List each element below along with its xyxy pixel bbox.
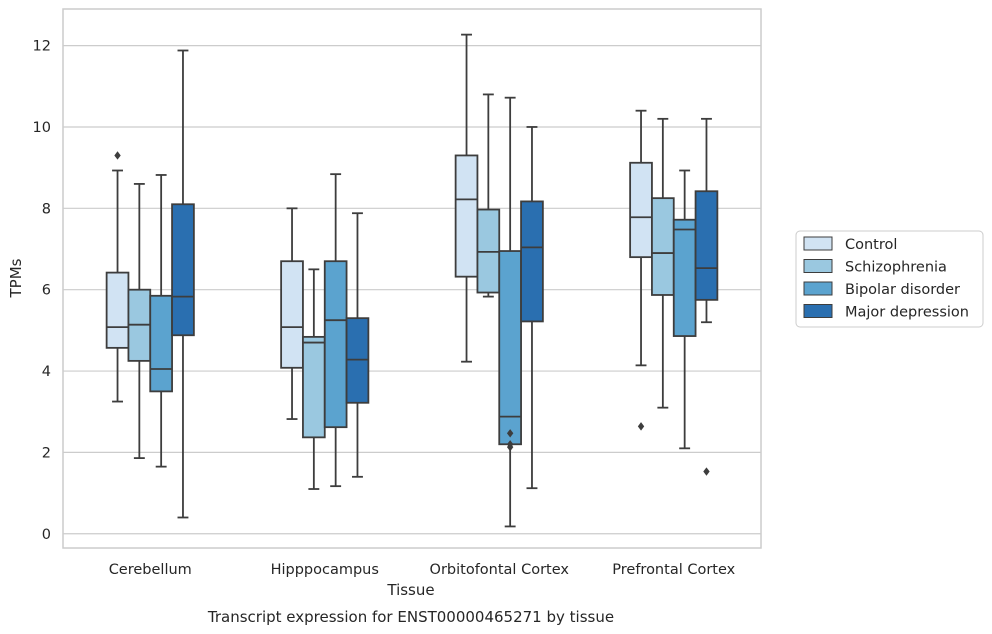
box-schizophrenia [651,117,675,409]
plot-area [105,33,719,528]
box-control [280,207,304,420]
y-tick-label: 10 [33,120,51,136]
box-iqr [672,218,697,337]
box-iqr [302,335,326,439]
y-axis-ticks: 0 2 4 6 8 10 12 [33,39,51,543]
x-tick-label: Orbitofontal Cortex [430,562,570,578]
box-major-depression [345,212,370,478]
outlier-point [506,440,514,449]
y-axis-label: TPMs [7,258,25,298]
outlier-point [506,429,514,438]
x-axis-ticks: Cerebellum Hipppocampus Orbitofontal Corte… [109,562,736,578]
outlier-point [114,151,121,160]
legend-swatch [803,236,833,251]
legend-frame [795,230,984,328]
box-iqr [149,294,173,393]
box-major-depression [520,126,544,490]
outlier-point [637,422,645,431]
y-tick-label: 6 [42,283,51,299]
y-tick-label: 4 [42,364,51,380]
legend-swatch [803,304,833,318]
box-major-depression [171,49,195,519]
box-iqr [629,161,653,259]
box-iqr [520,200,544,323]
y-tick-label: 8 [42,201,51,217]
x-tick-label: Hipppocampus [271,562,379,578]
legend-label: Schizophrenia [845,260,947,276]
x-tick-label: Cerebellum [109,562,192,578]
legend-label: Bipolar disorder [845,282,960,298]
box-iqr [651,197,675,296]
box-iqr [171,203,195,337]
outlier-point [703,467,710,476]
box-iqr [280,260,304,369]
x-axis-label: Tissue [386,581,434,599]
box-iqr [498,250,522,446]
box-iqr [694,190,719,301]
plot-frame [62,8,762,549]
box-iqr [454,154,479,278]
box-iqr [323,260,348,429]
box-bipolar-disorder [323,173,348,488]
box-bipolar-disorder [149,174,173,468]
box-iqr [105,271,130,349]
legend-swatch [803,281,833,296]
box-bipolar-disorder [672,169,697,450]
box-control [105,151,130,403]
chart-title: Transcript expression for ENST0000046527… [207,608,614,626]
legend-swatch [803,259,833,273]
box-major-depression [694,117,719,476]
y-tick-label: 2 [42,445,51,461]
box-schizophrenia [127,183,152,459]
box-control [629,109,653,431]
x-tick-label: Prefrontal Cortex [612,562,735,578]
y-tick-label: 0 [42,527,51,543]
box-bipolar-disorder [498,96,522,528]
legend-label: Control [845,237,897,253]
y-tick-label: 12 [33,39,51,55]
legend: Control Schizophrenia Bipolar disorder Majo… [795,230,984,328]
legend-label: Major depression [845,305,969,321]
